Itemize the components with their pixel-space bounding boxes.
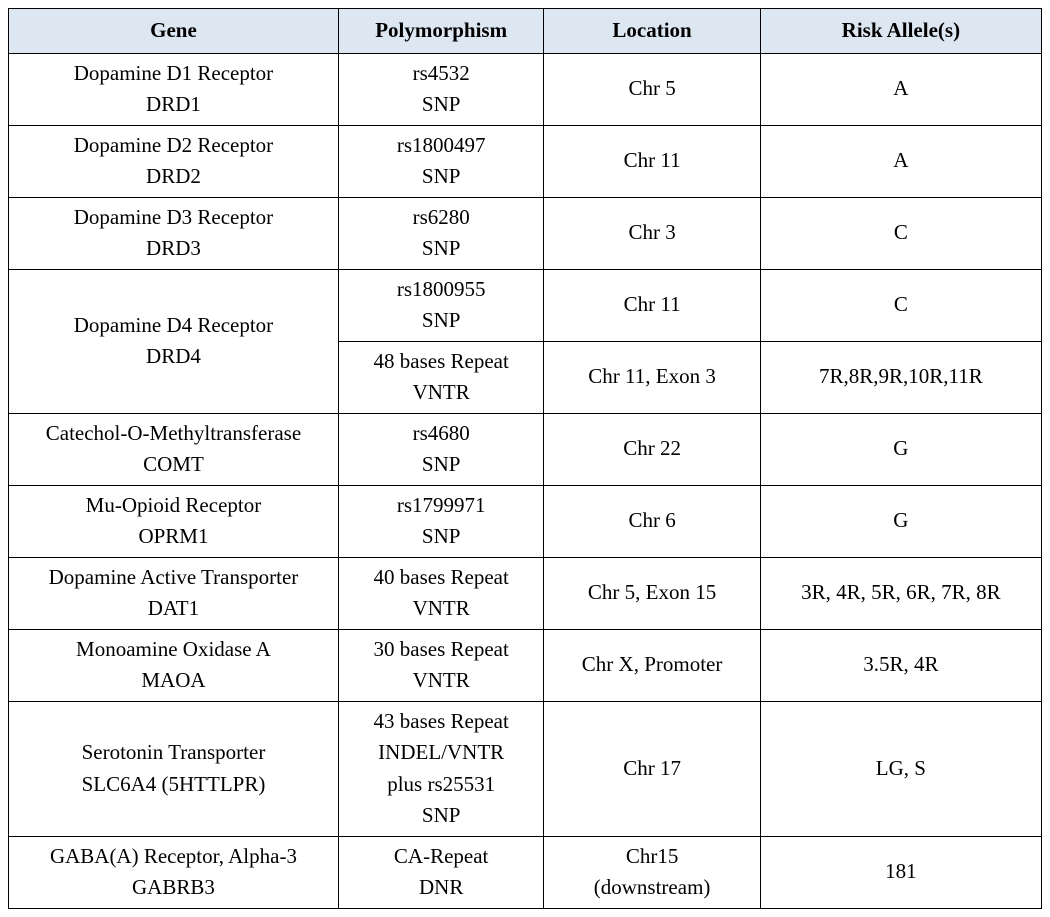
cell-location: Chr X, Promoter [544, 629, 760, 701]
header-gene: Gene [9, 9, 339, 54]
cell-location: Chr 3 [544, 197, 760, 269]
cell-gene: Monoamine Oxidase A MAOA [9, 629, 339, 701]
cell-risk: A [760, 53, 1041, 125]
cell-polymorphism: rs1800497 SNP [338, 125, 544, 197]
table-row: Monoamine Oxidase A MAOA 30 bases Repeat… [9, 629, 1042, 701]
gene-polymorphism-table: Gene Polymorphism Location Risk Allele(s… [8, 8, 1042, 909]
cell-polymorphism: rs1800955 SNP [338, 269, 544, 341]
cell-location: Chr 11, Exon 3 [544, 341, 760, 413]
cell-location: Chr 17 [544, 701, 760, 836]
cell-location: Chr 22 [544, 413, 760, 485]
cell-gene: Catechol-O-Methyltransferase COMT [9, 413, 339, 485]
cell-risk: G [760, 485, 1041, 557]
cell-polymorphism: 30 bases Repeat VNTR [338, 629, 544, 701]
cell-gene: Mu-Opioid Receptor OPRM1 [9, 485, 339, 557]
cell-polymorphism: 40 bases Repeat VNTR [338, 557, 544, 629]
table-row: Mu-Opioid Receptor OPRM1 rs1799971 SNP C… [9, 485, 1042, 557]
table-row: GABA(A) Receptor, Alpha-3 GABRB3 CA-Repe… [9, 836, 1042, 908]
table-header-row: Gene Polymorphism Location Risk Allele(s… [9, 9, 1042, 54]
cell-polymorphism: rs4532 SNP [338, 53, 544, 125]
cell-polymorphism: rs4680 SNP [338, 413, 544, 485]
cell-risk: 181 [760, 836, 1041, 908]
cell-location: Chr 11 [544, 269, 760, 341]
table-row: Dopamine D2 Receptor DRD2 rs1800497 SNP … [9, 125, 1042, 197]
cell-gene: Serotonin Transporter SLC6A4 (5HTTLPR) [9, 701, 339, 836]
cell-location: Chr 11 [544, 125, 760, 197]
table-row: Dopamine Active Transporter DAT1 40 base… [9, 557, 1042, 629]
table-row: Dopamine D3 Receptor DRD3 rs6280 SNP Chr… [9, 197, 1042, 269]
cell-polymorphism: 48 bases Repeat VNTR [338, 341, 544, 413]
header-risk-allele: Risk Allele(s) [760, 9, 1041, 54]
table-row: Serotonin Transporter SLC6A4 (5HTTLPR) 4… [9, 701, 1042, 836]
cell-risk: LG, S [760, 701, 1041, 836]
header-location: Location [544, 9, 760, 54]
table-row: Catechol-O-Methyltransferase COMT rs4680… [9, 413, 1042, 485]
cell-risk: A [760, 125, 1041, 197]
cell-location: Chr15 (downstream) [544, 836, 760, 908]
table-row: Dopamine D4 Receptor DRD4 rs1800955 SNP … [9, 269, 1042, 341]
cell-location: Chr 6 [544, 485, 760, 557]
cell-risk: G [760, 413, 1041, 485]
header-polymorphism: Polymorphism [338, 9, 544, 54]
cell-polymorphism: CA-Repeat DNR [338, 836, 544, 908]
cell-location: Chr 5, Exon 15 [544, 557, 760, 629]
cell-risk: 7R,8R,9R,10R,11R [760, 341, 1041, 413]
cell-location: Chr 5 [544, 53, 760, 125]
cell-gene: Dopamine Active Transporter DAT1 [9, 557, 339, 629]
cell-risk: C [760, 197, 1041, 269]
cell-polymorphism: rs6280 SNP [338, 197, 544, 269]
table-row: Dopamine D1 Receptor DRD1 rs4532 SNP Chr… [9, 53, 1042, 125]
cell-gene: Dopamine D4 Receptor DRD4 [9, 269, 339, 413]
cell-gene: Dopamine D3 Receptor DRD3 [9, 197, 339, 269]
cell-gene: Dopamine D2 Receptor DRD2 [9, 125, 339, 197]
cell-gene: GABA(A) Receptor, Alpha-3 GABRB3 [9, 836, 339, 908]
cell-risk: C [760, 269, 1041, 341]
cell-gene: Dopamine D1 Receptor DRD1 [9, 53, 339, 125]
cell-risk: 3.5R, 4R [760, 629, 1041, 701]
cell-polymorphism: 43 bases Repeat INDEL/VNTR plus rs25531 … [338, 701, 544, 836]
cell-polymorphism: rs1799971 SNP [338, 485, 544, 557]
cell-risk: 3R, 4R, 5R, 6R, 7R, 8R [760, 557, 1041, 629]
